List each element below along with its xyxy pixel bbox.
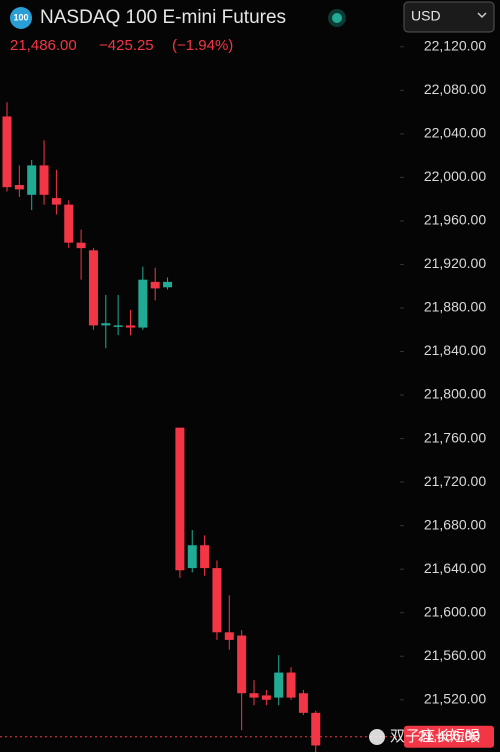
candle-body [163, 281, 173, 288]
y-tick-label: 21,720.00 [424, 473, 486, 489]
candle-body [286, 672, 296, 698]
last-price-tag-label: 21,486.00 [418, 727, 480, 743]
price-change-pct: (−1.94%) [172, 37, 233, 54]
y-tick-label: 22,000.00 [424, 168, 486, 184]
candle-body [311, 712, 321, 746]
candle-body [298, 693, 308, 713]
y-tick-label: 22,080.00 [424, 81, 486, 97]
candle-body [175, 427, 185, 571]
y-tick-label: 21,560.00 [424, 647, 486, 663]
candle-body [200, 545, 210, 569]
y-tick-label: 21,960.00 [424, 212, 486, 228]
candle-body [27, 165, 37, 195]
price-change: −425.25 [99, 37, 154, 54]
watermark-icon [369, 729, 385, 745]
y-tick-label: 21,680.00 [424, 516, 486, 532]
candle-body [101, 323, 111, 326]
last-price-tag [404, 725, 494, 748]
candle-body [88, 250, 98, 326]
candle-body [76, 242, 86, 249]
candle-body [187, 545, 197, 569]
symbol-badge: 100 [13, 12, 28, 22]
candle-body [39, 165, 49, 195]
y-tick-label: 22,120.00 [424, 37, 486, 53]
last-price: 21,486.00 [10, 37, 77, 54]
chart-title: NASDAQ 100 E-mini Futures [40, 7, 286, 28]
y-tick-label: 21,840.00 [424, 342, 486, 358]
y-tick-label: 21,880.00 [424, 299, 486, 315]
candle-body [224, 632, 234, 640]
candle-body [212, 568, 222, 633]
candle-body [237, 635, 247, 694]
status-dot [332, 13, 342, 23]
candle-body [14, 185, 24, 190]
candle-body [2, 116, 12, 188]
currency-select[interactable] [403, 1, 495, 33]
candle-body [261, 695, 271, 700]
y-tick-label: 22,040.00 [424, 125, 486, 141]
candle-body [64, 204, 74, 243]
y-tick-label: 21,640.00 [424, 560, 486, 576]
candle-body [138, 279, 148, 328]
y-tick-label: 21,760.00 [424, 429, 486, 445]
candle-body [150, 281, 160, 289]
candle-body [249, 693, 259, 698]
currency-label: USD [411, 8, 441, 24]
y-tick-label: 21,800.00 [424, 386, 486, 402]
plot-area: 22,120.00 22,080.00 22,040.00 22,000.00 21,9… [0, 37, 494, 752]
candle-body [51, 198, 61, 205]
dropdown-chevron [477, 12, 487, 19]
y-tick-label: 21,520.00 [424, 690, 486, 706]
candle-body [113, 325, 123, 327]
y-tick-label: 21,920.00 [424, 255, 486, 271]
watermark: 双子座长短眼 [390, 728, 480, 745]
candle-body [126, 325, 135, 328]
candle-body [274, 672, 284, 698]
y-tick-label: 21,600.00 [424, 603, 486, 619]
symbol-logo [10, 7, 32, 29]
